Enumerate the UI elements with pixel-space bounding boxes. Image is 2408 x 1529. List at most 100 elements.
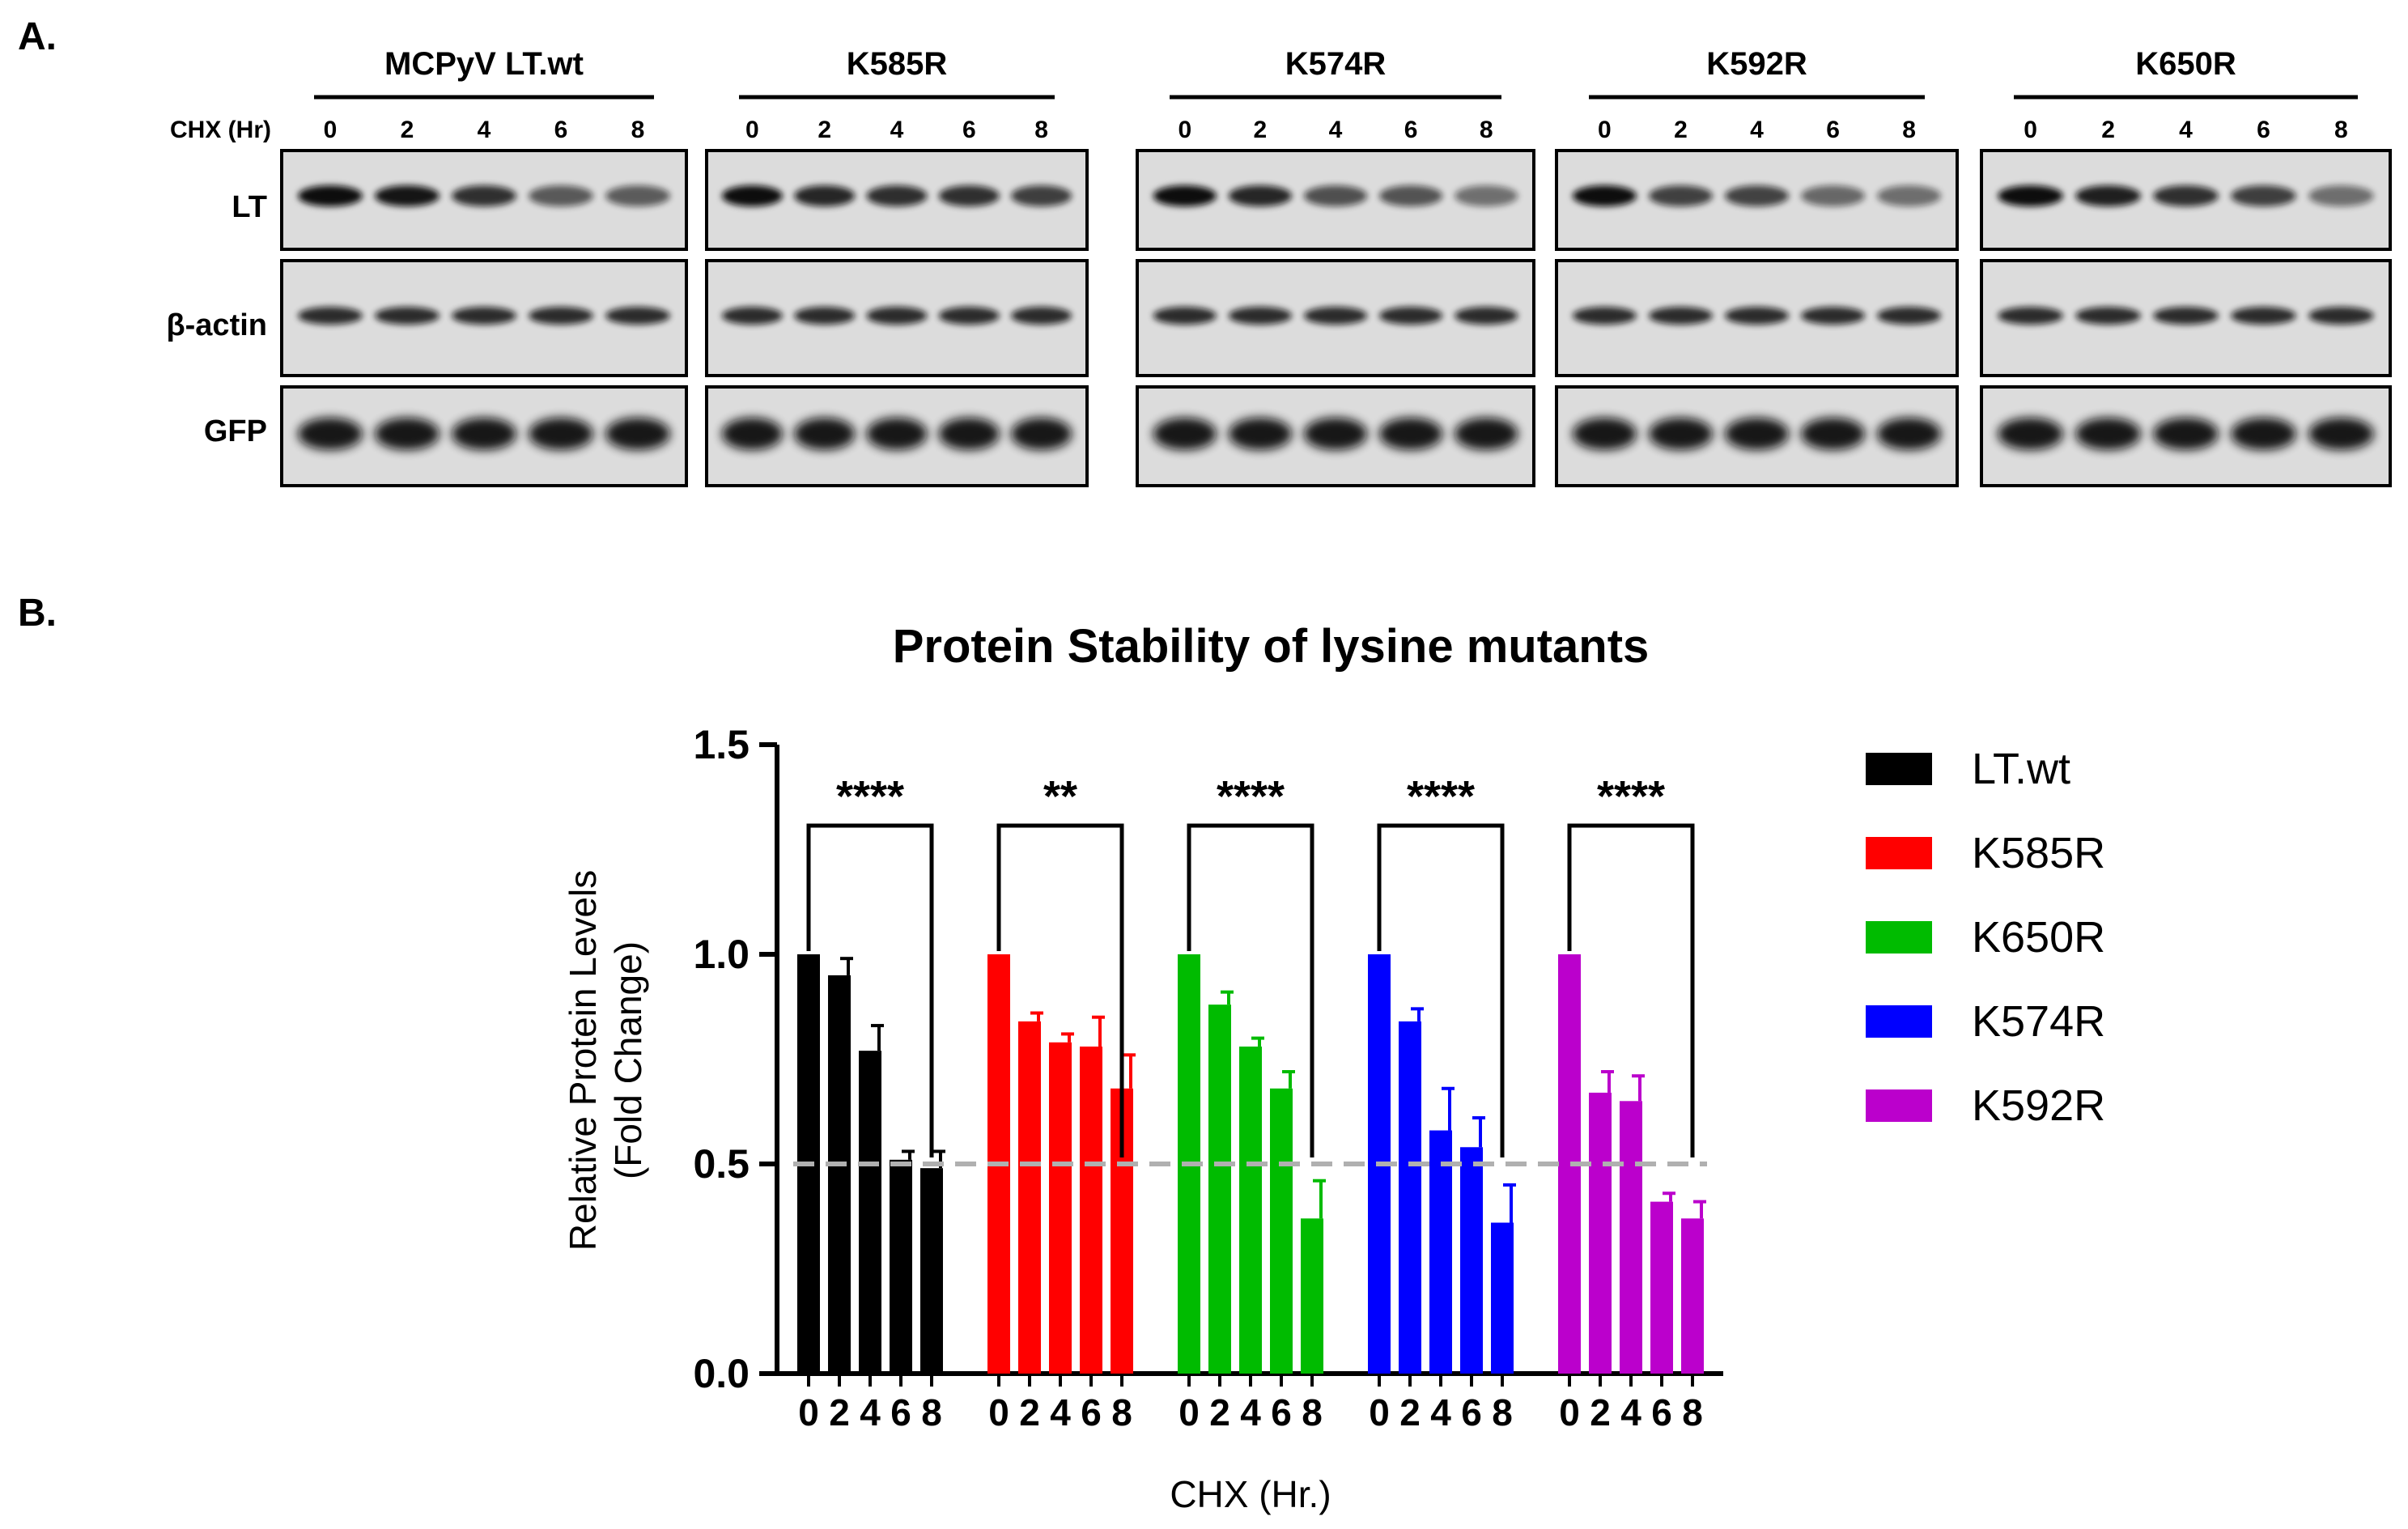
blot-band — [1011, 418, 1072, 450]
blot-band — [1153, 418, 1217, 450]
blot-band — [2231, 307, 2296, 325]
blot-group-label: K592R — [1706, 46, 1807, 82]
y-tick-label: 0.0 — [693, 1351, 750, 1396]
blot-band — [605, 185, 670, 206]
blot-timepoint-label: 2 — [1254, 117, 1268, 143]
blot-band — [2153, 418, 2219, 450]
blot-band — [1648, 418, 1713, 450]
bar — [1589, 1092, 1612, 1374]
bar — [1301, 1218, 1323, 1374]
blot-band — [605, 307, 670, 325]
blot-band — [866, 185, 928, 206]
blot-band — [529, 185, 593, 206]
blot-timepoint-label: 8 — [1034, 117, 1048, 143]
blot-band — [866, 418, 928, 450]
blot-band — [529, 307, 593, 325]
blot-timepoint-label: 8 — [1902, 117, 1916, 143]
blot-band — [2075, 185, 2141, 206]
x-tick-label: 2 — [1209, 1391, 1230, 1433]
significance-stars: **** — [836, 772, 904, 821]
x-tick-label: 6 — [1271, 1391, 1292, 1433]
blot-band — [721, 307, 783, 325]
blot-timepoint-label: 0 — [324, 117, 338, 143]
bar — [1429, 1130, 1452, 1374]
x-tick-label: 0 — [1179, 1391, 1200, 1433]
blot-band — [375, 307, 440, 325]
bar — [1080, 1046, 1102, 1374]
y-tick-label: 1.5 — [693, 722, 750, 767]
x-tick-label: 4 — [1240, 1391, 1261, 1433]
x-tick-label: 0 — [988, 1391, 1009, 1433]
blot-band — [1877, 418, 1942, 450]
blot-band — [2153, 307, 2219, 325]
x-axis-label: CHX (Hr.) — [1170, 1473, 1331, 1515]
chart-title: Protein Stability of lysine mutants — [893, 620, 1650, 673]
blot-timepoint-label: 2 — [401, 117, 414, 143]
significance-stars: ** — [1043, 772, 1077, 821]
blot-row-label: GFP — [204, 414, 267, 448]
x-tick-label: 6 — [1651, 1391, 1672, 1433]
legend-label: LT.wt — [1972, 745, 2070, 793]
blot-band — [938, 418, 1000, 450]
bar — [859, 1051, 881, 1374]
blot-band — [2231, 185, 2296, 206]
legend-swatch — [1866, 753, 1932, 785]
blot-band — [1877, 185, 1942, 206]
legend-label: K650R — [1972, 913, 2105, 962]
bar — [828, 975, 851, 1374]
blot-timepoint-label: 4 — [1329, 117, 1343, 143]
blot-band — [866, 307, 928, 325]
blot-timepoint-label: 8 — [631, 117, 645, 143]
blot-band — [1153, 185, 1217, 206]
blot-timepoint-label: 4 — [2179, 117, 2193, 143]
x-tick-label: 4 — [1050, 1391, 1071, 1433]
blot-band — [1801, 185, 1866, 206]
blot-timepoint-label: 4 — [890, 117, 904, 143]
blot-band — [1228, 418, 1293, 450]
blot-band — [452, 307, 516, 325]
bar — [1650, 1201, 1673, 1374]
blot-band — [1877, 307, 1942, 325]
blot-timepoint-label: 6 — [554, 117, 568, 143]
blot-timepoint-label: 6 — [1826, 117, 1840, 143]
x-tick-label: 8 — [921, 1391, 942, 1433]
bar — [1018, 1021, 1041, 1374]
panel-a-label: A. — [18, 15, 57, 58]
blot-group-label: K650R — [2135, 46, 2236, 82]
blot-band — [2153, 185, 2219, 206]
blot-band — [375, 418, 440, 450]
blot-band — [1303, 418, 1368, 450]
blot-band — [794, 185, 856, 206]
blot-row-label: LT — [231, 190, 267, 224]
x-tick-label: 6 — [1461, 1391, 1482, 1433]
bar — [1460, 1147, 1483, 1374]
significance-bracket — [996, 823, 1124, 1157]
blot-band — [1801, 418, 1866, 450]
blot-band — [529, 418, 593, 450]
blot-band — [452, 185, 516, 206]
blot-band — [1801, 307, 1866, 325]
blot-band — [1724, 185, 1790, 206]
x-tick-label: 8 — [1302, 1391, 1323, 1433]
blot-band — [1998, 307, 2063, 325]
blot-band — [2308, 307, 2374, 325]
blot-band — [1228, 185, 1293, 206]
bar — [890, 1159, 912, 1374]
blot-band — [375, 185, 440, 206]
x-tick-label: 6 — [1081, 1391, 1102, 1433]
x-tick-label: 8 — [1111, 1391, 1132, 1433]
legend-swatch — [1866, 1089, 1932, 1122]
blot-band — [298, 418, 363, 450]
x-tick-label: 4 — [1430, 1391, 1451, 1433]
blot-band — [1648, 185, 1713, 206]
bar — [1208, 1004, 1231, 1374]
blot-band — [298, 307, 363, 325]
blot-timepoint-label: 6 — [962, 117, 976, 143]
blot-band — [1378, 307, 1443, 325]
x-tick-label: 0 — [1369, 1391, 1390, 1433]
blot-band — [1572, 418, 1637, 450]
x-tick-label: 6 — [890, 1391, 911, 1433]
blot-band — [938, 307, 1000, 325]
blot-band — [298, 185, 363, 206]
